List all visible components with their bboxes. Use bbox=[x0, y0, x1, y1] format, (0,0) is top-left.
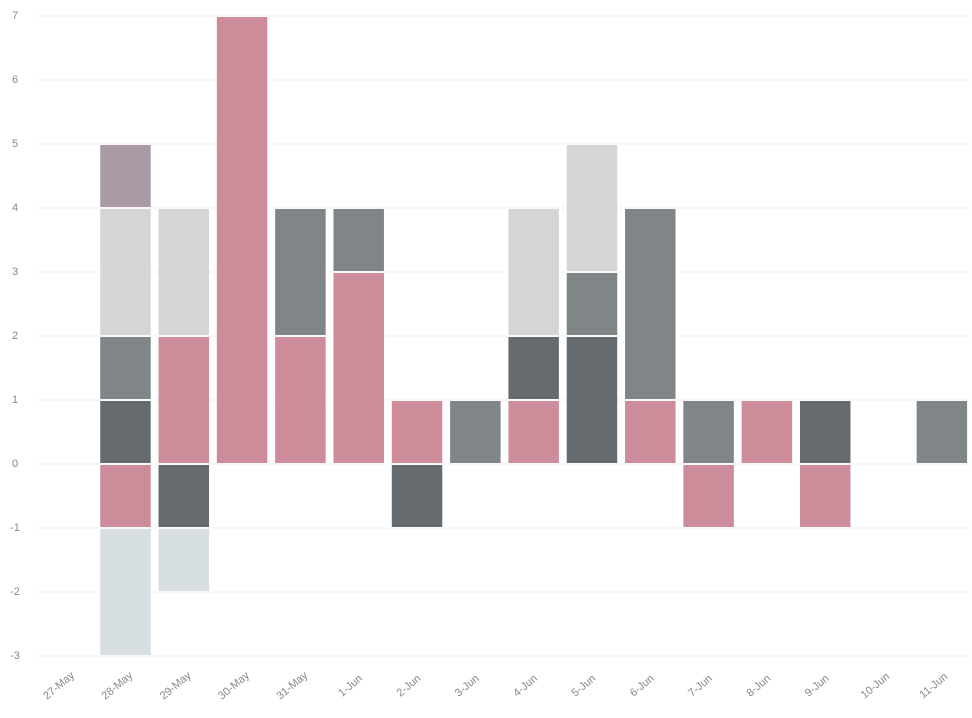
bar-segment bbox=[450, 401, 501, 463]
x-tick-label: 10-Jun bbox=[859, 671, 892, 702]
x-tick-label: 1-Jun bbox=[336, 672, 365, 699]
bar-segment bbox=[508, 337, 559, 399]
y-tick-label: 7 bbox=[12, 10, 18, 22]
bar-segment bbox=[799, 465, 851, 527]
bar-segment bbox=[683, 401, 734, 463]
bar-segment bbox=[741, 401, 793, 463]
bar-segment bbox=[158, 529, 210, 591]
bar-segment bbox=[275, 209, 326, 335]
bar-segment bbox=[566, 145, 618, 271]
bar-segment bbox=[683, 465, 734, 527]
y-tick-label: 4 bbox=[12, 202, 18, 214]
x-tick-label: 11-Jun bbox=[917, 671, 950, 701]
x-tick-label: 9-Jun bbox=[803, 672, 832, 699]
bar-segment bbox=[275, 337, 326, 463]
bar-segment bbox=[566, 273, 618, 335]
y-tick-label: 0 bbox=[12, 458, 18, 470]
bar-segment bbox=[100, 209, 151, 335]
y-tick-label: -1 bbox=[10, 522, 20, 534]
bar-segment bbox=[100, 145, 151, 207]
bar-segment bbox=[158, 465, 210, 527]
y-tick-label: 3 bbox=[12, 266, 18, 278]
x-tick-label: 5-Jun bbox=[570, 672, 599, 699]
x-tick-label: 8-Jun bbox=[744, 672, 773, 699]
bar-segment bbox=[625, 209, 676, 399]
bar-segment bbox=[916, 401, 968, 463]
x-tick-label: 4-Jun bbox=[511, 672, 540, 699]
y-tick-label: 1 bbox=[12, 394, 18, 406]
bar-segment bbox=[625, 401, 676, 463]
bar-segment bbox=[100, 337, 151, 399]
bar-segment bbox=[508, 209, 559, 335]
bar-segment bbox=[158, 337, 210, 463]
y-tick-label: 5 bbox=[12, 138, 18, 150]
x-tick-label: 3-Jun bbox=[453, 672, 482, 699]
bar-segment bbox=[333, 273, 384, 463]
bar-segment bbox=[100, 465, 151, 527]
x-tick-label: 31-May bbox=[274, 669, 310, 702]
y-tick-label: 2 bbox=[12, 330, 18, 342]
bar-segment bbox=[333, 209, 384, 271]
y-tick-label: 6 bbox=[12, 74, 18, 86]
bar-segment bbox=[799, 401, 851, 463]
x-tick-label: 29-May bbox=[158, 669, 194, 702]
bar-segment bbox=[508, 401, 559, 463]
y-tick-label: -3 bbox=[10, 650, 20, 662]
x-tick-label: 6-Jun bbox=[628, 672, 657, 699]
bar-segment bbox=[391, 401, 443, 463]
bar-segment bbox=[100, 529, 151, 655]
x-tick-label: 2-Jun bbox=[395, 672, 424, 699]
bar-segment bbox=[216, 17, 268, 463]
bar-segment bbox=[391, 465, 443, 527]
x-tick-label: 7-Jun bbox=[686, 672, 715, 699]
bar-segment bbox=[566, 337, 618, 463]
x-tick-label: 28-May bbox=[99, 669, 135, 702]
bar-segment bbox=[158, 209, 210, 335]
y-tick-label: -2 bbox=[10, 586, 20, 598]
bar-segment bbox=[100, 401, 151, 463]
x-tick-label: 30-May bbox=[216, 669, 252, 702]
x-tick-label: 27-May bbox=[41, 669, 77, 702]
